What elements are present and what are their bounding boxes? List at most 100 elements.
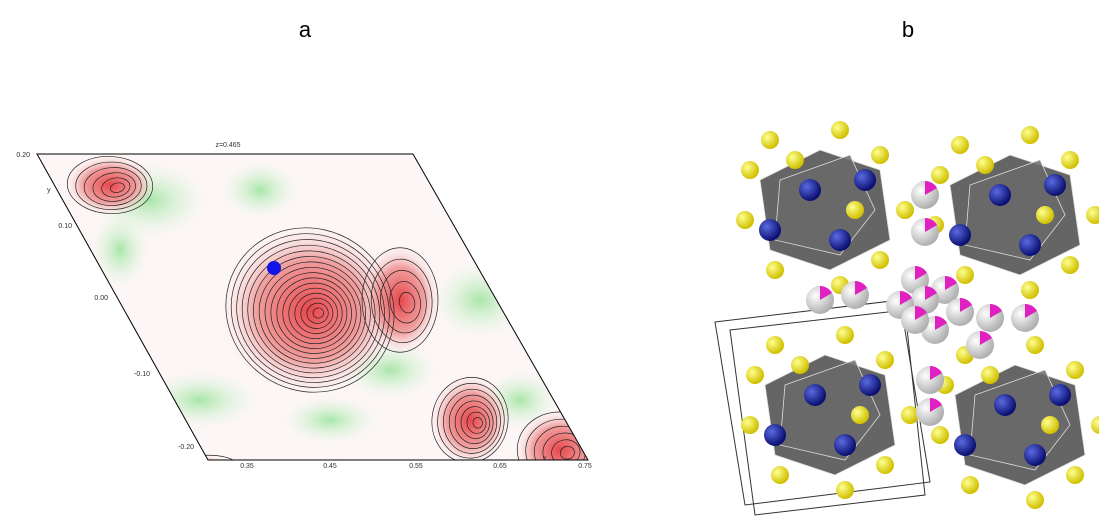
contour-line [306,302,329,324]
contour-map [37,154,588,485]
atom [1066,466,1084,484]
contour-line [443,388,501,454]
octahedron-cluster [741,326,919,499]
atom-occupancy [855,281,867,295]
contour-line [83,167,142,206]
contour-line [454,400,494,445]
atom-occupancy [935,316,947,330]
contour-line [92,172,136,202]
contour-line [236,239,385,383]
red-region [515,410,588,460]
contour-line [312,307,324,319]
green-region [220,160,300,220]
contour-line [472,417,483,429]
atom [771,466,789,484]
octahedron-cluster [926,126,1099,299]
green-region [90,210,150,290]
plot-title: z=0.465 [215,142,240,149]
atom [829,229,851,251]
panel-label: a [299,17,312,42]
atom [846,201,864,219]
atom [804,384,826,406]
atom [1026,336,1044,354]
atom [876,456,894,474]
contour-line [276,277,352,349]
contour-line [448,394,498,449]
contour-line [66,156,154,214]
y-tick-label: 0.20 [16,152,30,159]
atom-occupancy [960,298,972,312]
red-region [430,375,510,460]
atom [791,356,809,374]
crystal-structure [714,121,1099,516]
octahedron-cluster [736,121,914,294]
contour-line [380,270,427,334]
atom [931,426,949,444]
atom-occupancy [945,276,957,290]
contour-line [253,256,371,369]
contour-line [282,282,348,345]
atom [976,156,994,174]
atom [1086,206,1099,224]
atom [766,261,784,279]
green-region [280,395,380,445]
atom [949,224,971,246]
atom-occupancy [925,181,937,195]
atom [834,434,856,456]
atom-occupancy [820,286,832,300]
atom [989,184,1011,206]
site-marker [267,261,281,275]
atom [1091,416,1099,434]
panel-label: b [902,17,914,42]
atom [1044,174,1066,196]
atom-occupancy [1025,304,1037,318]
atom [956,266,974,284]
atom-occupancy [915,266,927,280]
contour-line [264,266,362,359]
atom [831,121,849,139]
contour-line [300,297,334,329]
atom [1061,256,1079,274]
contour-line [230,233,390,388]
x-tick-label: 0.45 [323,463,337,470]
atom [786,151,804,169]
atom [741,161,759,179]
atom [761,131,779,149]
atom-occupancy [930,398,942,412]
atom [854,169,876,191]
atom [876,351,894,369]
map-frame [36,153,589,461]
contour-line [75,161,148,210]
atom [1036,206,1054,224]
atom [931,166,949,184]
atom [741,416,759,434]
contour-line [294,292,338,334]
atom [871,146,889,164]
contour-line [241,244,381,379]
contour-line [225,227,395,393]
unit-cell [714,299,931,516]
contour-line [466,411,487,434]
atom [1019,234,1041,256]
atom [1066,361,1084,379]
atom [836,326,854,344]
contour-line [176,458,229,485]
atom [1061,151,1079,169]
atom [799,179,821,201]
contour-line [370,258,433,344]
contour-line [398,291,416,314]
x-tick-label: 0.35 [240,463,254,470]
contour-line [559,445,575,460]
atom [1021,126,1039,144]
contour-line [460,406,490,439]
atom [766,336,784,354]
contour-line [389,281,421,324]
y-tick-label: -0.10 [134,371,150,378]
atom-occupancy [980,331,992,345]
contour-line [361,247,439,353]
atom [896,201,914,219]
contour-line [437,383,505,459]
x-tick-label: 0.65 [493,463,507,470]
atom [836,481,854,499]
x-tick-label: 0.55 [409,463,423,470]
